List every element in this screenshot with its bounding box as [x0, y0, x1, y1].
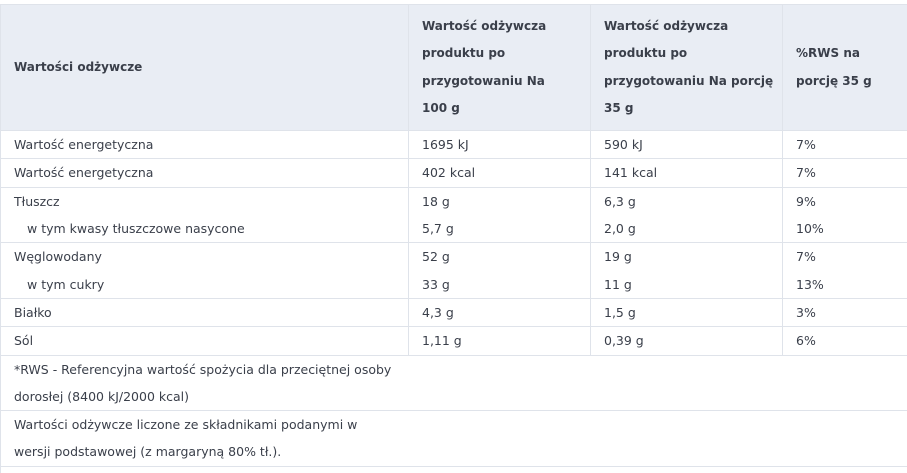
value-cell: 1695 kJ [408, 130, 591, 160]
note-cell: Wartości odżywcze liczone ze składnikami… [0, 410, 907, 467]
nutrient-name: Tłuszcz [0, 186, 409, 216]
nutrition-table: Wartości odżywcze Wartość odżywcza produk… [0, 3, 907, 473]
note-cell: *RWS - Referencyjna wartość spożycia dla… [0, 354, 907, 412]
note-cell: Ok. 1050 g produktu po przygotowaniu (30… [0, 465, 907, 473]
value-cell: 11 g [590, 270, 783, 299]
value-cell: 33 g [408, 270, 591, 299]
value-cell: 6,3 g [590, 186, 783, 216]
value-cell: 7% [782, 158, 907, 188]
nutrient-name: Węglowodany [0, 242, 409, 271]
header-cell: Wartości odżywcze [0, 3, 409, 132]
value-cell: 7% [782, 242, 907, 271]
note-text: Wartości odżywcze liczone ze składnikami… [14, 417, 358, 460]
table-row: Białko 4,3 g 1,5 g 3% [0, 297, 907, 328]
note-text: *RWS - Referencyjna wartość spożycia dla… [14, 361, 392, 404]
value-cell: 19 g [590, 242, 783, 271]
value-cell: 18 g [408, 186, 591, 216]
header-text: Wartość odżywcza produktu po przygotowan… [604, 19, 774, 115]
table-row: w tym cukry 33 g 11 g 13% [0, 270, 907, 299]
header-text: Wartość odżywcza produktu po przygotowan… [422, 19, 547, 115]
value-cell: 0,39 g [590, 326, 783, 356]
value-cell: 5,7 g [408, 215, 591, 244]
value-cell: 1,11 g [408, 326, 591, 356]
header-cell: %RWS na porcję 35 g [782, 3, 907, 132]
nutrient-name: w tym cukry [0, 270, 409, 299]
value-cell: 52 g [408, 242, 591, 271]
value-cell: 1,5 g [590, 297, 783, 328]
header-row: Wartości odżywcze Wartość odżywcza produk… [0, 3, 907, 132]
value-cell: 141 kcal [590, 158, 783, 188]
header-text: Wartości odżywcze [14, 59, 143, 74]
value-cell: 13% [782, 270, 907, 299]
note-row: *RWS - Referencyjna wartość spożycia dla… [0, 354, 907, 412]
value-cell: 10% [782, 215, 907, 244]
note-text: Ok. 1050 g produktu po przygotowaniu (30… [14, 467, 394, 473]
nutrient-name: Wartość energetyczna [0, 158, 409, 188]
value-cell: 2,0 g [590, 215, 783, 244]
value-cell: 3% [782, 297, 907, 328]
note-row: Wartości odżywcze liczone ze składnikami… [0, 410, 907, 467]
page: Wartości odżywcze Wartość odżywcza produk… [0, 3, 907, 473]
value-cell: 590 kJ [590, 130, 783, 160]
nutrient-name: Białko [0, 297, 409, 328]
value-cell: 4,3 g [408, 297, 591, 328]
nutrient-name: w tym kwasy tłuszczowe nasycone [0, 215, 409, 244]
note-row: Ok. 1050 g produktu po przygotowaniu (30… [0, 465, 907, 473]
value-cell: 402 kcal [408, 158, 591, 188]
header-text: %RWS na porcję 35 g [796, 46, 872, 88]
header-cell: Wartość odżywcza produktu po przygotowan… [590, 3, 783, 132]
table-row: Wartość energetyczna 1695 kJ 590 kJ 7% [0, 130, 907, 160]
value-cell: 9% [782, 186, 907, 216]
table-row: Węglowodany 52 g 19 g 7% [0, 242, 907, 271]
nutrient-name: Sól [0, 326, 409, 356]
nutrient-name: Wartość energetyczna [0, 130, 409, 160]
value-cell: 6% [782, 326, 907, 356]
value-cell: 7% [782, 130, 907, 160]
table-row: w tym kwasy tłuszczowe nasycone 5,7 g 2,0 … [0, 215, 907, 244]
table-row: Sól 1,11 g 0,39 g 6% [0, 326, 907, 356]
header-cell: Wartość odżywcza produktu po przygotowan… [408, 3, 591, 132]
table-row: Wartość energetyczna 402 kcal 141 kcal 7% [0, 158, 907, 188]
table-row: Tłuszcz 18 g 6,3 g 9% [0, 186, 907, 216]
